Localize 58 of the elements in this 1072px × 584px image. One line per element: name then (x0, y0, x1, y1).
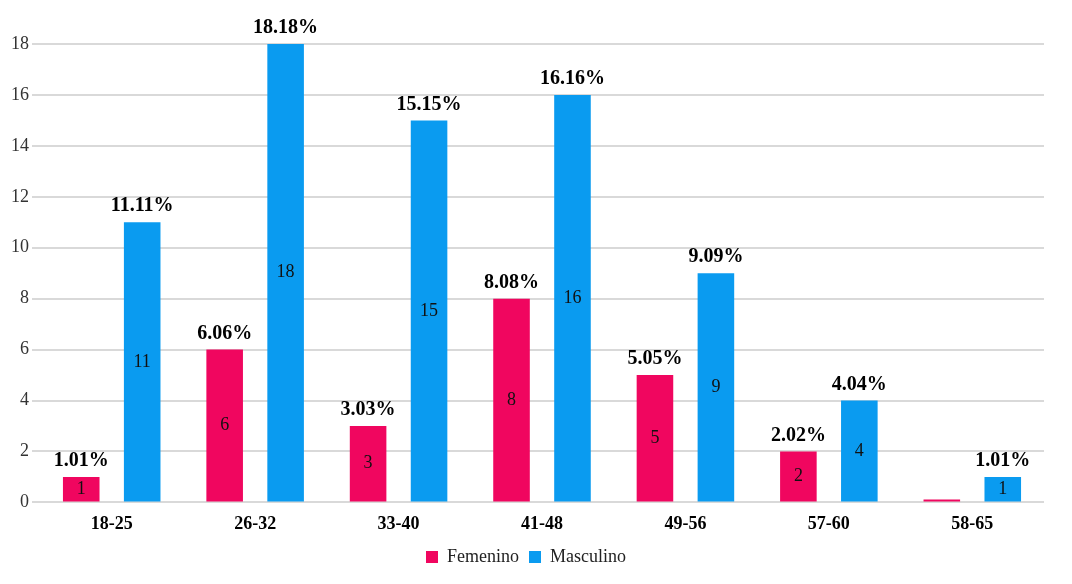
y-tick-label: 8 (20, 287, 29, 308)
x-tick-label: 26-32 (234, 512, 277, 533)
data-label: 18 (276, 261, 295, 282)
data-label: 9 (711, 376, 721, 397)
bar (493, 298, 530, 502)
y-tick-label: 6 (20, 338, 29, 359)
bar (780, 451, 817, 502)
bar (410, 120, 448, 502)
data-label: 11 (133, 350, 151, 371)
bar (841, 400, 878, 502)
annotation: 15.15% (396, 91, 462, 114)
annotation: 8.08% (484, 269, 540, 292)
annotation: 5.05% (627, 346, 683, 369)
data-label: 4 (854, 439, 864, 460)
x-tick-label: 58-65 (951, 512, 994, 533)
y-tick-label: 18 (11, 32, 29, 53)
data-label: 5 (650, 426, 660, 447)
annotation: 2.02% (770, 422, 826, 445)
annotation: 4.04% (831, 371, 887, 394)
bar (984, 476, 1022, 502)
annotation: 9.09% (688, 244, 744, 267)
x-tick-label: 18-25 (90, 512, 133, 533)
data-label: 1 (998, 477, 1008, 498)
y-tick-label: 12 (11, 185, 29, 206)
bar (206, 349, 243, 502)
bar (123, 222, 161, 502)
bar (62, 476, 100, 502)
bar (636, 375, 674, 502)
annotation: 3.03% (340, 397, 396, 420)
y-tick-label: 4 (20, 389, 29, 410)
x-tick-label: 33-40 (377, 512, 420, 533)
x-tick-label: 41-48 (521, 512, 563, 533)
data-label: 15 (420, 299, 439, 320)
data-label: 2 (793, 465, 803, 486)
annotation: 1.01% (975, 448, 1031, 471)
data-label: 6 (220, 414, 230, 435)
y-tick-label: 0 (20, 491, 29, 512)
annotation: 11.11% (110, 193, 174, 216)
bar (267, 44, 304, 502)
y-tick-label: 2 (20, 440, 29, 461)
bar (697, 273, 735, 502)
legend-label: Femenino (447, 545, 520, 566)
bar (554, 94, 591, 502)
y-tick-label: 16 (11, 83, 29, 104)
annotation: 1.01% (53, 448, 109, 471)
x-tick-label: 49-56 (664, 512, 707, 533)
data-label: 1 (76, 477, 86, 498)
data-label: 8 (507, 388, 517, 409)
data-label: 16 (563, 286, 582, 307)
x-tick-label: 57-60 (807, 512, 850, 533)
bar (349, 426, 387, 502)
y-tick-label: 14 (11, 134, 29, 155)
text: 18.18% (253, 15, 319, 38)
data-label: 3 (363, 452, 373, 473)
legend-label: Masculino (550, 545, 626, 566)
annotation: 16.16% (539, 66, 605, 89)
annotation: 6.06% (197, 320, 253, 343)
y-tick-label: 10 (11, 236, 29, 257)
